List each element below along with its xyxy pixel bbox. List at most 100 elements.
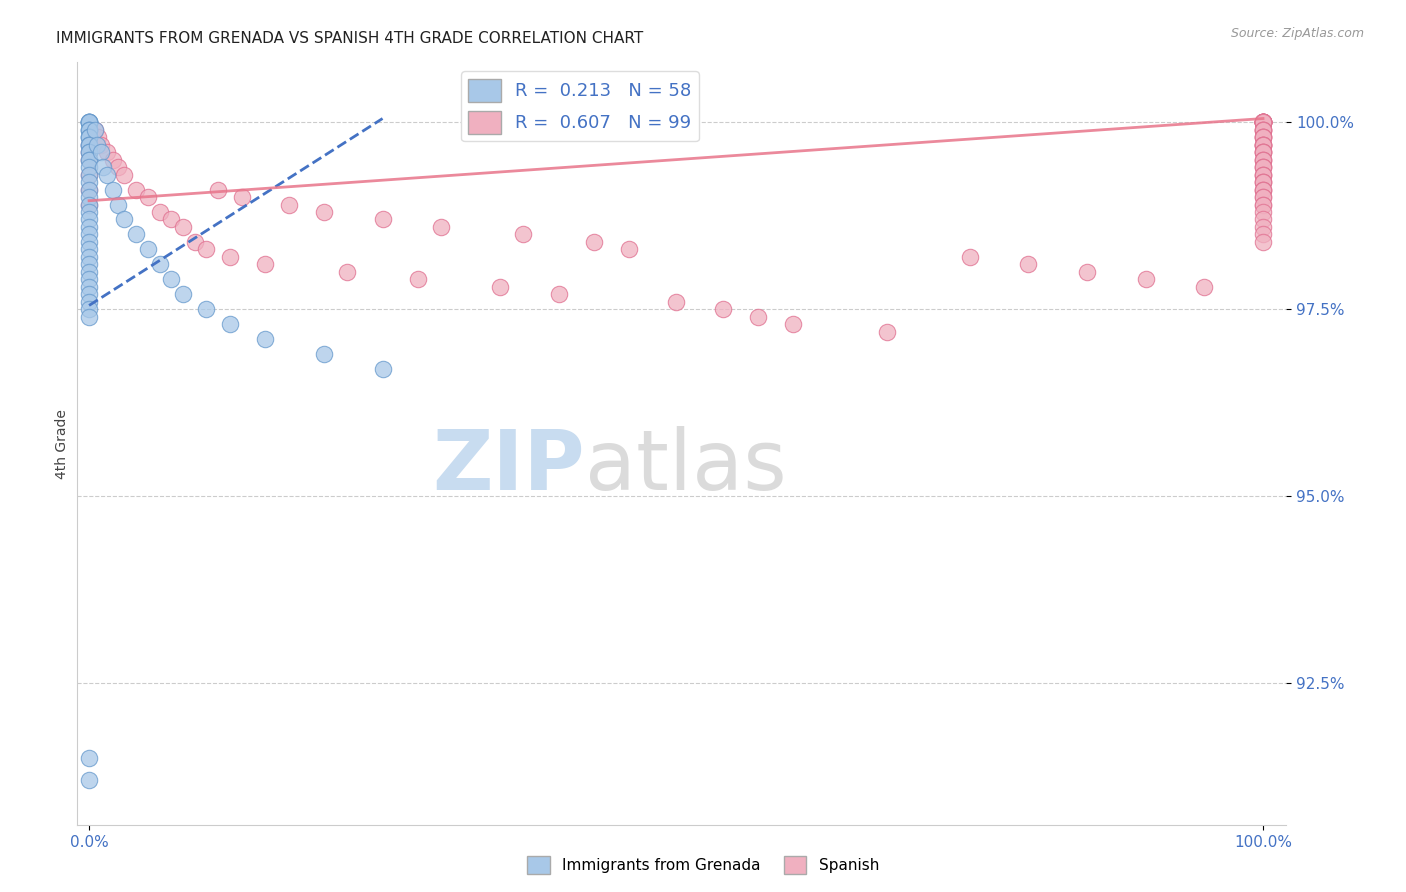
Point	[86, 137, 108, 152]
Point	[1251, 115, 1274, 129]
Point	[77, 160, 100, 174]
Point	[84, 122, 107, 136]
Point	[77, 168, 100, 182]
Point	[1251, 137, 1274, 152]
Point	[112, 212, 135, 227]
Point	[1251, 153, 1274, 167]
Point	[959, 250, 981, 264]
Point	[136, 243, 159, 257]
Point	[160, 212, 183, 227]
Text: IMMIGRANTS FROM GRENADA VS SPANISH 4TH GRADE CORRELATION CHART: IMMIGRANTS FROM GRENADA VS SPANISH 4TH G…	[56, 31, 644, 46]
Point	[77, 287, 100, 301]
Point	[77, 153, 100, 167]
Point	[148, 205, 170, 219]
Point	[1251, 227, 1274, 242]
Point	[1251, 160, 1274, 174]
Point	[1251, 197, 1274, 211]
Point	[172, 219, 194, 234]
Point	[125, 183, 148, 197]
Point	[77, 145, 100, 160]
Text: ZIP: ZIP	[433, 426, 585, 508]
Point	[711, 302, 734, 317]
Point	[1251, 219, 1274, 234]
Point	[96, 168, 118, 182]
Point	[91, 160, 114, 174]
Point	[77, 115, 100, 129]
Point	[1251, 115, 1274, 129]
Point	[77, 137, 100, 152]
Point	[207, 183, 229, 197]
Point	[77, 137, 100, 152]
Text: atlas: atlas	[585, 426, 787, 508]
Point	[1017, 257, 1039, 271]
Point	[1251, 130, 1274, 145]
Point	[77, 115, 100, 129]
Point	[77, 279, 100, 293]
Point	[77, 751, 100, 765]
Point	[195, 302, 218, 317]
Point	[77, 168, 100, 182]
Point	[1251, 137, 1274, 152]
Point	[547, 287, 569, 301]
Point	[1251, 115, 1274, 129]
Point	[1251, 183, 1274, 197]
Point	[1194, 279, 1216, 293]
Point	[312, 205, 335, 219]
Point	[1251, 212, 1274, 227]
Point	[1251, 235, 1274, 249]
Point	[1251, 115, 1274, 129]
Point	[1251, 122, 1274, 136]
Text: Source: ZipAtlas.com: Source: ZipAtlas.com	[1230, 27, 1364, 40]
Point	[1251, 153, 1274, 167]
Point	[77, 122, 100, 136]
Point	[77, 175, 100, 189]
Point	[77, 115, 100, 129]
Point	[1251, 130, 1274, 145]
Point	[1251, 145, 1274, 160]
Point	[77, 130, 100, 145]
Point	[1251, 115, 1274, 129]
Point	[231, 190, 253, 204]
Point	[90, 137, 112, 152]
Point	[582, 235, 605, 249]
Point	[1251, 115, 1274, 129]
Point	[77, 130, 100, 145]
Point	[77, 205, 100, 219]
Point	[336, 265, 359, 279]
Point	[1251, 175, 1274, 189]
Point	[112, 168, 135, 182]
Point	[77, 183, 100, 197]
Point	[1251, 190, 1274, 204]
Point	[1251, 130, 1274, 145]
Legend: R =  0.213   N = 58, R =  0.607   N = 99: R = 0.213 N = 58, R = 0.607 N = 99	[461, 71, 699, 141]
Point	[77, 302, 100, 317]
Point	[371, 362, 394, 376]
Point	[1076, 265, 1098, 279]
Point	[1251, 197, 1274, 211]
Point	[77, 137, 100, 152]
Point	[77, 272, 100, 286]
Point	[101, 153, 124, 167]
Point	[1251, 115, 1274, 129]
Point	[1251, 122, 1274, 136]
Point	[782, 317, 804, 331]
Point	[77, 219, 100, 234]
Point	[1251, 160, 1274, 174]
Point	[219, 317, 242, 331]
Point	[183, 235, 205, 249]
Point	[1251, 115, 1274, 129]
Point	[77, 265, 100, 279]
Point	[406, 272, 429, 286]
Point	[136, 190, 159, 204]
Point	[1251, 160, 1274, 174]
Point	[1251, 168, 1274, 182]
Point	[77, 122, 100, 136]
Point	[77, 212, 100, 227]
Point	[277, 197, 299, 211]
Point	[77, 190, 100, 204]
Point	[1251, 137, 1274, 152]
Point	[125, 227, 148, 242]
Point	[77, 197, 100, 211]
Point	[148, 257, 170, 271]
Point	[371, 212, 394, 227]
